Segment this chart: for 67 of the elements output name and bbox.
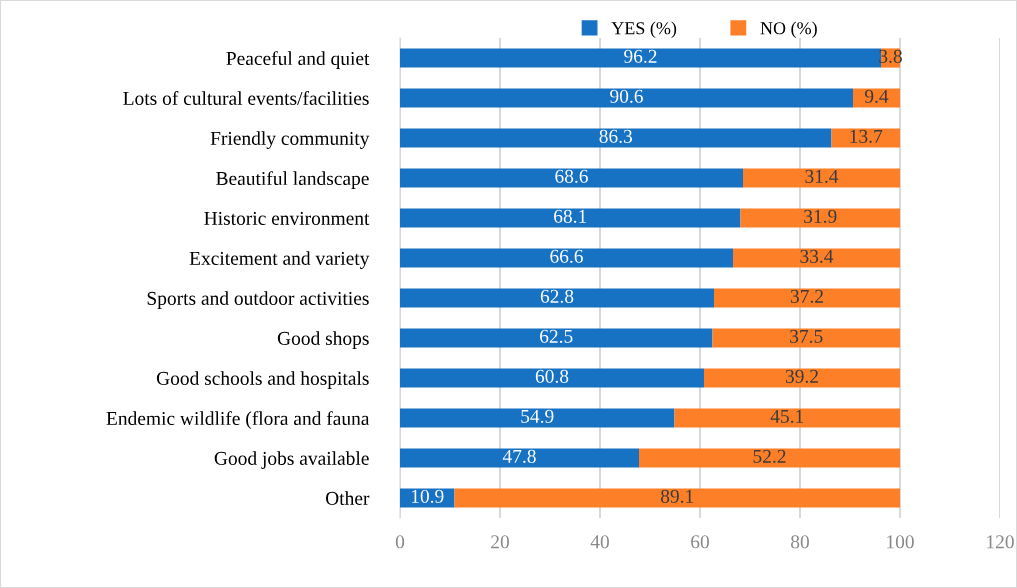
x-tick-label: 20 xyxy=(491,535,509,549)
y-tick-label: Friendly community xyxy=(210,131,370,149)
bar xyxy=(400,248,733,268)
y-tick-label: Beautiful landscape xyxy=(216,171,369,189)
y-tick-label: Lots of cultural events/facilities xyxy=(123,91,369,105)
bar xyxy=(740,208,900,228)
bar xyxy=(400,328,713,348)
y-tick-label: Good shops xyxy=(277,331,369,349)
bar xyxy=(639,448,900,468)
data-label: 10.9 xyxy=(411,489,444,503)
x-tick-label: 40 xyxy=(590,535,609,549)
x-tick-label: 120 xyxy=(987,535,1014,549)
x-tick-label: 0 xyxy=(395,535,405,549)
bar xyxy=(400,128,832,148)
legend-label: NO (%) xyxy=(760,21,817,38)
bar xyxy=(400,208,741,228)
data-label: 90.6 xyxy=(610,89,643,103)
bar xyxy=(712,328,900,348)
bar xyxy=(400,408,675,428)
legend-label: YES (%) xyxy=(611,21,677,38)
bar xyxy=(400,288,714,308)
data-label: 62.8 xyxy=(540,289,574,303)
data-label: 62.5 xyxy=(540,329,573,343)
bar xyxy=(674,408,900,428)
y-tick-label: Other xyxy=(325,491,370,505)
data-label: 54.9 xyxy=(521,409,554,423)
data-label: 96.2 xyxy=(624,49,657,63)
x-tick-label: 60 xyxy=(691,535,709,549)
bar xyxy=(743,168,900,188)
data-label: 52.2 xyxy=(753,449,786,463)
data-label: 47.8 xyxy=(502,449,536,463)
data-label: 9.4 xyxy=(864,89,889,103)
y-tick-label: Good schools and hospitals xyxy=(156,371,369,389)
y-tick-label: Sports and outdoor activities xyxy=(147,291,369,309)
y-tick-label: Historic environment xyxy=(204,211,370,225)
data-label: 86.3 xyxy=(599,129,632,143)
y-tick-label: Peaceful and quiet xyxy=(226,51,370,69)
data-label: 39.2 xyxy=(785,369,818,383)
bar xyxy=(400,48,881,68)
data-label: 31.9 xyxy=(804,209,837,223)
data-label: 60.8 xyxy=(535,369,569,383)
data-label: 37.5 xyxy=(790,329,823,343)
data-label: 37.2 xyxy=(790,289,823,303)
data-label: 13.7 xyxy=(850,129,883,143)
bar xyxy=(400,88,853,108)
x-tick-label: 80 xyxy=(791,535,809,549)
y-tick-label: Excitement and variety xyxy=(189,251,370,269)
bar xyxy=(853,88,900,108)
x-tick-label: 100 xyxy=(887,535,914,549)
bar xyxy=(400,168,743,188)
y-tick-label: Endemic wildlife (flora and fauna xyxy=(106,411,370,429)
bar xyxy=(454,488,900,508)
bar xyxy=(400,448,639,468)
data-label: 31.4 xyxy=(805,169,839,183)
data-label: 33.4 xyxy=(800,249,834,263)
bar xyxy=(704,368,900,388)
bar xyxy=(714,288,900,308)
data-label: 68.1 xyxy=(554,209,587,223)
bar xyxy=(831,128,900,148)
bar xyxy=(733,248,900,268)
bar xyxy=(400,488,455,508)
data-label: 89.1 xyxy=(660,489,694,503)
data-label: 68.6 xyxy=(555,169,588,183)
bar xyxy=(400,368,704,388)
y-tick-label: Good jobs available xyxy=(214,451,369,469)
data-label: 45.1 xyxy=(770,409,804,423)
data-label: 66.6 xyxy=(550,249,583,263)
